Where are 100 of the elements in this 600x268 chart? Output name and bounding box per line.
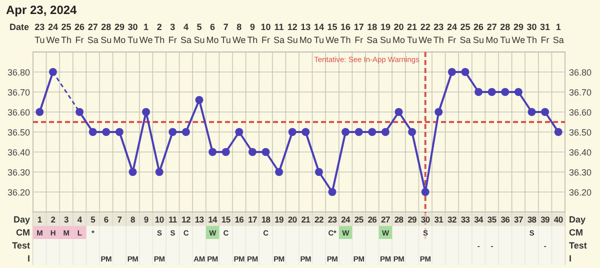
text: 4 (77, 214, 82, 224)
chart-title: Apr 23, 2024 (6, 3, 78, 17)
y-tick-label: 36.30 (7, 168, 30, 178)
point (262, 148, 270, 156)
x-tick-label: 11 Sa (274, 22, 285, 45)
x-tick-label: 27 Mo (486, 22, 498, 45)
x-tick-label: 10 Fr (260, 22, 271, 45)
point (501, 88, 510, 96)
text: 16 (234, 214, 244, 224)
y-tick-label: 36.70 (7, 88, 30, 98)
x-tick-label: 3 Fr (168, 22, 177, 45)
point (408, 128, 416, 136)
x-tick-label: 18 Sa (366, 22, 378, 45)
point (368, 128, 376, 136)
x-tick-label: 7 Tu (220, 22, 231, 45)
point (381, 128, 390, 136)
y-tick-label: 36.80 (7, 68, 30, 78)
point (394, 108, 403, 116)
point (88, 128, 97, 136)
x-tick-label: 27 Sa (87, 22, 98, 45)
text: 18 (261, 214, 270, 224)
point (182, 128, 190, 136)
text: 32 (448, 214, 456, 224)
text: 33 (460, 214, 470, 224)
x-tick-label: 25 Sa (460, 22, 471, 45)
point (302, 128, 310, 136)
point (314, 168, 323, 176)
x-tick-label: 8 We (232, 22, 246, 45)
x-tick-label: 24 We (46, 22, 60, 45)
x-tick-label: 21 Tu (406, 22, 418, 45)
text: 24 (341, 214, 350, 224)
text: Test (569, 240, 587, 250)
text: 21 (301, 214, 310, 224)
point (434, 108, 443, 116)
point (461, 68, 470, 76)
text: 28 (394, 214, 404, 224)
x-tick-label: 29 We (512, 22, 526, 45)
x-tick-label: 9 Th (247, 22, 258, 45)
text: I (569, 254, 572, 264)
text: 20 (288, 214, 297, 224)
text: I (27, 254, 30, 264)
text: 38 (527, 214, 536, 224)
point (36, 108, 44, 116)
point (354, 128, 363, 136)
y2-tick-label: 36.40 (569, 148, 592, 158)
x-tick-label: 15 We (326, 22, 339, 45)
point (421, 188, 430, 196)
y-tick-label: 36.60 (7, 108, 30, 118)
point (554, 128, 562, 136)
x-tick-label: 29 Mo (113, 22, 126, 45)
text: Day (13, 214, 30, 224)
text: 8 (130, 214, 135, 224)
x-tick-label: 20 Mo (392, 22, 406, 45)
y-tick-label: 36.50 (7, 128, 30, 138)
point (474, 88, 483, 96)
text: 27 (381, 214, 390, 224)
text: 9 (144, 214, 148, 224)
text: 22 (314, 214, 324, 224)
text: 30 (420, 214, 430, 224)
point (541, 108, 550, 116)
x-tick-label: 12 Su (286, 22, 298, 45)
point (528, 108, 536, 116)
x-tick-label: 31 Fr (540, 22, 550, 45)
point (514, 88, 522, 96)
text: 23 (328, 214, 337, 224)
point (488, 88, 496, 96)
point (328, 188, 336, 196)
point (448, 68, 456, 76)
y2-tick-label: 36.50 (569, 128, 592, 138)
x-tick-label: 5 Su (194, 22, 205, 45)
x-tick-label: 25 Th (60, 22, 72, 45)
text: 34 (474, 214, 483, 224)
point (142, 108, 150, 116)
x-tick-label: 2 Th (154, 22, 165, 45)
x-tick-label: 24 Fr (446, 22, 457, 45)
text: 37 (514, 214, 523, 224)
x-tick-label: 30 Th (526, 22, 538, 45)
point (342, 128, 350, 136)
text: 15 (221, 214, 230, 224)
text: 2 (50, 214, 56, 224)
text: 39 (540, 214, 550, 224)
x-tick-label: 22 We (418, 22, 432, 45)
x-tick-label: 30 Tu (128, 22, 138, 45)
text: 29 (408, 214, 416, 224)
text: 14 (208, 214, 217, 224)
y2-tick-label: 36.70 (569, 88, 592, 98)
point (128, 168, 137, 176)
legend-label: CM (16, 228, 30, 238)
x-tick-label: 23 Th (433, 22, 444, 45)
point (195, 96, 204, 104)
x-tick-label: 14 Tu (314, 22, 324, 45)
x-tick-label: 19 Su (380, 22, 391, 45)
x-tick-label: 26 Su (473, 22, 484, 45)
point (235, 128, 244, 136)
text: 11 (168, 214, 177, 224)
x-tick-label: 23 Tu (34, 22, 45, 45)
text: 12 (182, 214, 190, 224)
text: 13 (194, 214, 204, 224)
text: CM (569, 228, 583, 238)
text: 25 (354, 214, 364, 224)
